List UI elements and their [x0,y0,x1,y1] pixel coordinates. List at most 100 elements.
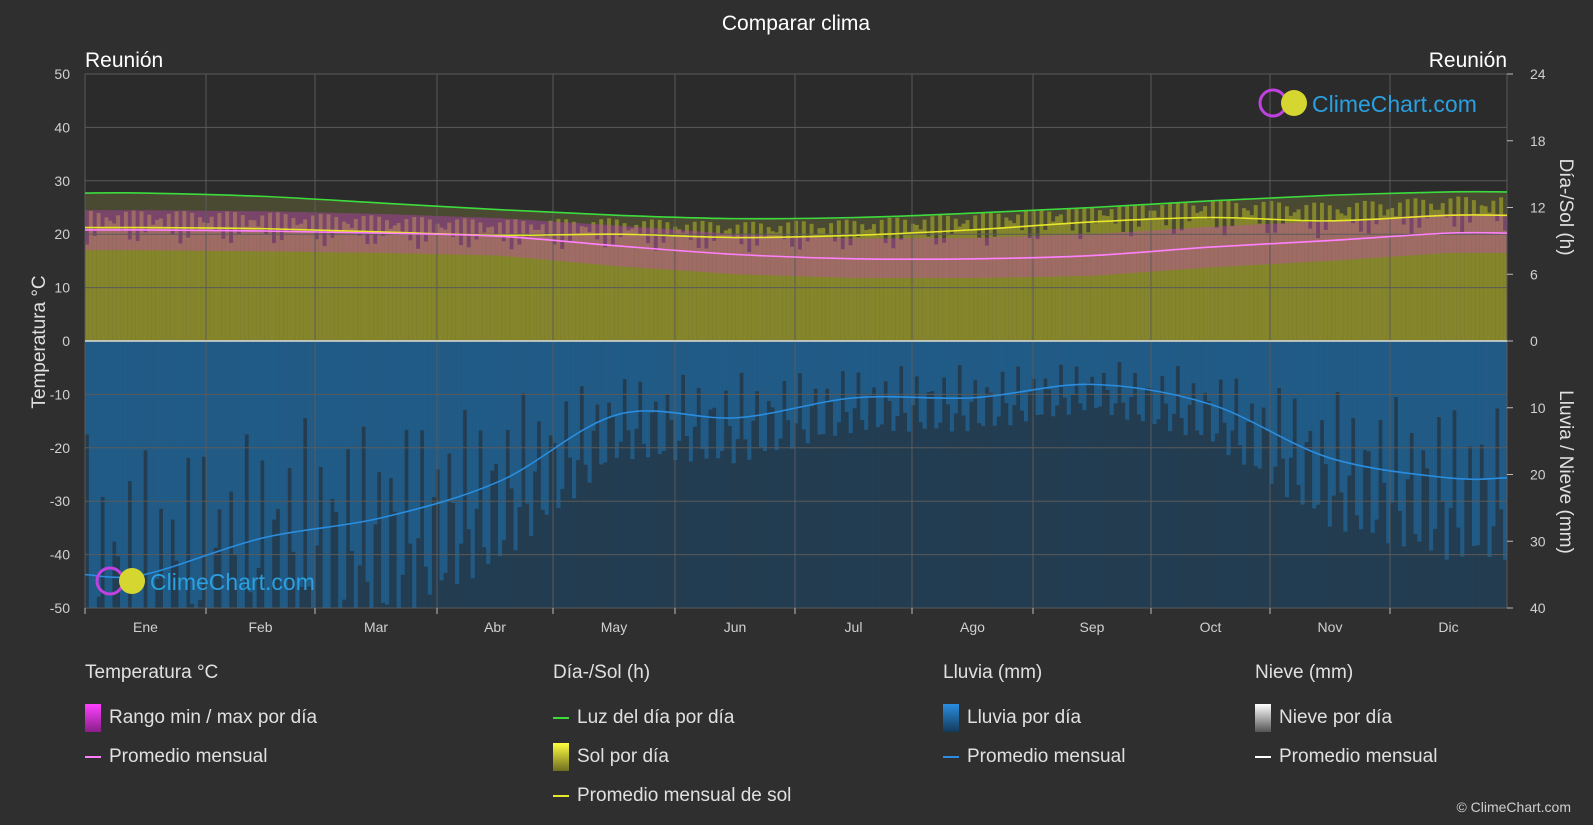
temp-range-bar [887,238,892,278]
rain-bar [505,341,510,430]
rain-bar [88,341,94,608]
rain-bar [318,341,323,468]
rain-background-bar [1012,341,1017,608]
rain-background-bar [1125,341,1130,608]
sunshine-bar [1292,212,1297,341]
rain-background-bar [735,341,740,608]
sunshine-bar [560,248,565,341]
rain-background-bar [992,341,997,608]
rain-background-bar [895,341,900,608]
rain-bar [794,341,799,424]
sunshine-bar [408,240,413,341]
rain-background-bar [564,341,569,608]
rain-bar [310,341,316,608]
sunshine-bar [209,216,214,341]
sunshine-bar [322,246,327,341]
sunshine-bar [809,223,814,341]
rain-bar [1316,341,1321,505]
rain-background-bar [478,341,483,608]
rain-bar [1074,341,1079,367]
sunshine-bar [1378,204,1383,341]
rain-background-bar [1136,341,1142,608]
rain-background-bar [1164,341,1169,608]
sunshine-bar [1023,210,1029,341]
rain-background-bar [447,341,452,608]
sunshine-bar [342,221,347,341]
rain-bar [533,341,538,472]
sunshine-bar [1140,205,1145,341]
sunshine-bar [942,242,947,341]
temp-range-bar [1008,236,1013,278]
rain-bar [1370,341,1375,533]
rain-bar [1214,341,1220,434]
rain-bar [848,341,853,434]
sunshine-bar [988,212,994,341]
sunshine-bar [240,215,246,341]
snow-day-swatch [1255,703,1271,732]
sunshine-bar [116,215,121,341]
rain-bar [560,341,565,489]
rain-bar [996,341,1001,417]
rain-background-bar [1132,341,1138,608]
temp-range-bar [439,216,444,255]
sunshine-bar [338,230,343,341]
sunshine-bar [334,216,339,341]
rain-bar [1374,341,1379,520]
rain-bar [1171,341,1177,414]
rain-background-bar [1160,341,1165,608]
sunshine-bar [1160,205,1165,341]
sunshine-bar [1413,198,1418,341]
rain-bar [864,341,869,430]
sunshine-bar [887,217,892,341]
rain-bar [1413,341,1418,534]
rain-background-bar [1020,341,1025,608]
rain-bar [953,341,958,414]
temp-range-bar [996,237,1001,278]
sunshine-bar [1086,232,1091,341]
sunshine-bar [147,214,152,341]
rain-background-bar [821,341,826,608]
sunshine-bar [365,244,370,341]
rain-background-bar [934,341,939,608]
rain-bar [564,341,569,402]
sunshine-bar [996,213,1001,341]
rain-background-bar [1144,341,1149,608]
watermark-text: ClimeChart.com [1312,91,1477,117]
rain-bar [182,341,187,608]
sunshine-bar [1425,218,1430,341]
sunshine-bar [1432,209,1438,341]
rain-bar [1125,341,1130,420]
rain-background-bar [462,341,468,608]
temp-range-bar [918,238,923,278]
sunshine-bar [151,224,156,341]
rain-bar [127,341,133,482]
sunshine-bar [953,218,958,341]
sunshine-bar [1203,206,1208,341]
rain-background-bar [720,341,725,608]
rain-bar [1432,341,1438,529]
sunshine-bar [1335,209,1340,341]
rain-background-bar [618,341,623,608]
rain-bar [1245,341,1251,422]
temp-range-bar [883,238,888,278]
sunshine-bar [556,218,561,341]
legend-rain-day: Lluvia por día [943,698,1125,737]
rain-bar [926,341,931,392]
rain-bar [727,341,733,426]
rain-bar [1261,341,1266,408]
rain-bar [1066,341,1071,415]
sunshine-bar [416,248,421,341]
sunshine-bar [1164,225,1169,341]
legend-temp-avg-label: Promedio mensual [109,745,268,767]
temp-range-bar [478,217,483,256]
rain-bar [1012,341,1017,406]
rain-background-bar [712,341,717,608]
rain-background-bar [981,341,986,608]
sunshine-bar [626,230,631,341]
sunshine-bar [583,226,588,341]
rain-bar [797,341,803,374]
rain-background-bar [244,341,249,608]
sunshine-bar [420,217,425,341]
rain-bar [1195,341,1200,431]
month-label: Dic [1438,619,1458,635]
